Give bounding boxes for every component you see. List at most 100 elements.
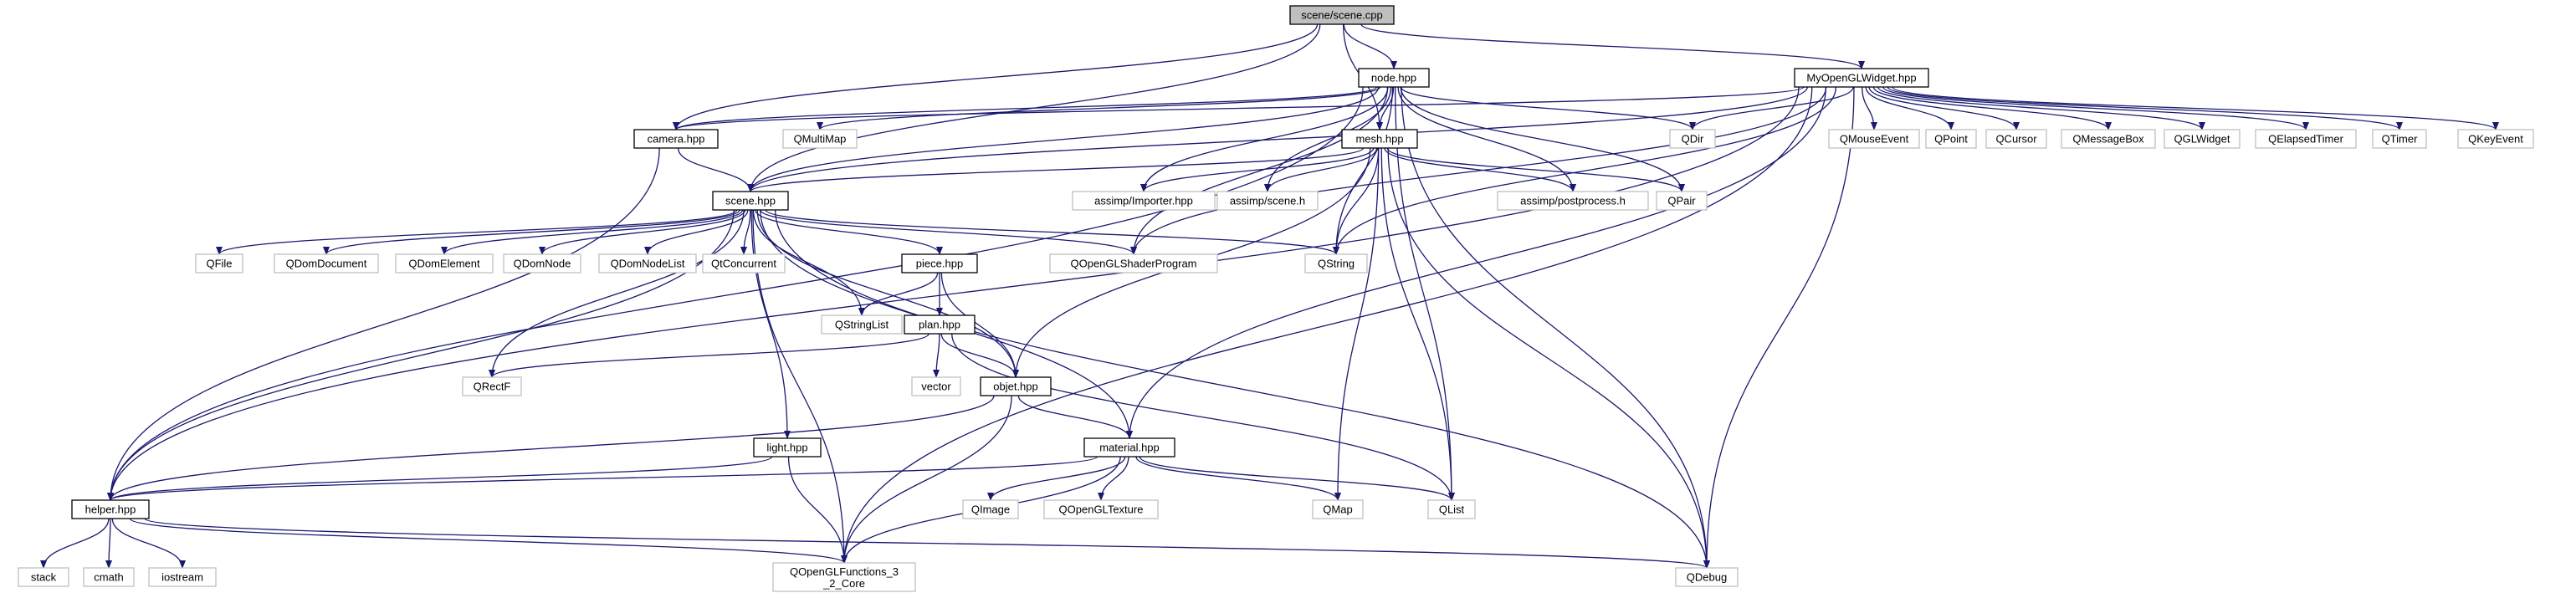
node-QTimer: QTimer	[2372, 129, 2427, 149]
edge-mesh_hpp-to-assimp_scene	[1264, 147, 1378, 192]
node-label-iostream: iostream	[161, 571, 203, 584]
node-label-QMessageBox: QMessageBox	[2072, 133, 2144, 146]
node-label-scene_hpp: scene.hpp	[725, 195, 776, 207]
dependency-nodes: scene/scene.cpp node.hpp MyOpenGLWidget.hp…	[18, 5, 2534, 592]
node-camera_hpp[interactable]: camera.hpp	[633, 129, 719, 149]
edge-node_hpp-to-assimp_post	[1397, 86, 1576, 192]
node-mesh_hpp[interactable]: mesh.hpp	[1341, 129, 1418, 149]
node-label-scene_cpp: scene/scene.cpp	[1301, 9, 1383, 22]
node-QStringList: QStringList	[821, 314, 903, 335]
node-light_hpp[interactable]: light.hpp	[753, 437, 822, 458]
node-label-QGLWidget: QGLWidget	[2174, 133, 2230, 146]
edge-line-mywidget_hpp-to-QGLWidget	[1877, 86, 2205, 130]
node-box-QRectF	[462, 376, 522, 396]
node-label-QDomNodeList: QDomNodeList	[611, 258, 685, 270]
node-label-QMap: QMap	[1323, 504, 1352, 516]
node-box-cmath	[83, 567, 135, 587]
node-box-stack	[18, 567, 69, 587]
edge-line-mesh_hpp-to-QPair	[1386, 147, 1685, 192]
node-box-camera_hpp	[633, 129, 719, 149]
edge-mywidget_hpp-to-QGLWidget	[1877, 86, 2205, 130]
edge-line-scene_hpp-to-QOpenGLFunctions	[752, 209, 848, 564]
edge-line-mywidget_hpp-to-QElapsedTimer	[1882, 86, 2309, 130]
edge-line-mesh_hpp-to-QDebug	[1387, 147, 1710, 569]
edge-material_hpp-to-QOpenGLTexture	[1098, 456, 1129, 501]
edge-line-plan_hpp-to-vector	[933, 333, 940, 378]
node-QOpenGLShaderProgram: QOpenGLShaderProgram	[1049, 253, 1218, 273]
edge-scene_hpp-to-QOpenGLShaderProgram	[760, 209, 1137, 255]
edge-line-scene_hpp-to-QRectF	[489, 209, 745, 378]
node-label-QTimer: QTimer	[2382, 133, 2419, 146]
node-stack: stack	[18, 567, 69, 587]
node-box-QMap	[1312, 499, 1364, 519]
node-material_hpp[interactable]: material.hpp	[1083, 437, 1175, 458]
edge-light_hpp-to-QOpenGLFunctions	[787, 456, 848, 564]
edge-line-mesh_hpp-to-assimp_post	[1384, 147, 1576, 192]
edge-camera_hpp-to-scene_hpp	[677, 147, 754, 192]
node-label-QRectF: QRectF	[474, 381, 511, 393]
edge-line-light_hpp-to-QOpenGLFunctions	[787, 456, 848, 564]
node-label-QStringList: QStringList	[835, 319, 889, 331]
edge-scene_hpp-to-QRectF	[489, 209, 745, 378]
edge-mywidget_hpp-to-QOpenGLFunctions	[841, 86, 1813, 564]
node-QOpenGLTexture: QOpenGLTexture	[1043, 499, 1159, 519]
edge-scene_hpp-to-QDebug	[775, 209, 1710, 569]
node-mywidget_hpp[interactable]: MyOpenGLWidget.hpp	[1794, 68, 1929, 88]
node-QString: QString	[1304, 253, 1368, 273]
node-piece_hpp[interactable]: piece.hpp	[901, 253, 978, 273]
node-helper_hpp[interactable]: helper.hpp	[71, 499, 150, 519]
node-box-QString	[1304, 253, 1368, 273]
node-box-QElapsedTimer	[2255, 129, 2357, 149]
node-box-QDomNodeList	[598, 253, 697, 273]
node-vector: vector	[911, 376, 961, 396]
node-scene_hpp[interactable]: scene.hpp	[712, 191, 789, 211]
node-label-cmath: cmath	[94, 571, 123, 584]
node-label-QCursor: QCursor	[1995, 133, 2037, 146]
edge-line-mywidget_hpp-to-QMouseEvent	[1862, 86, 1877, 130]
edge-mywidget_hpp-to-QElapsedTimer	[1882, 86, 2309, 130]
node-box-QTimer	[2372, 129, 2427, 149]
node-box-node_hpp	[1358, 68, 1430, 88]
edge-scene_hpp-to-QDomElement	[441, 209, 744, 255]
edge-mywidget_hpp-to-QDir	[1689, 86, 1854, 130]
node-label-assimp_scene: assimp/scene.h	[1230, 195, 1305, 207]
node-label-line-QOpenGLFunctions-1: _2_Core	[822, 577, 865, 590]
node-objet_hpp[interactable]: objet.hpp	[980, 376, 1052, 396]
edge-scene_hpp-to-QString	[765, 209, 1339, 255]
node-box-QStringList	[821, 314, 903, 335]
node-label-node_hpp: node.hpp	[1371, 72, 1416, 84]
node-box-iostream	[148, 567, 217, 587]
edge-mywidget_hpp-to-helper_hpp	[107, 86, 1800, 501]
edge-helper_hpp-to-QDebug	[144, 518, 1710, 569]
edge-mywidget_hpp-to-material_hpp	[1126, 86, 1827, 439]
node-label-mywidget_hpp: MyOpenGLWidget.hpp	[1806, 72, 1916, 84]
node-QPair: QPair	[1656, 191, 1708, 211]
edge-line-scene_hpp-to-QtConcurrent	[740, 209, 751, 255]
node-label-assimp_post: assimp/postprocess.h	[1520, 195, 1626, 207]
edge-line-scene_hpp-to-QDomNode	[539, 209, 746, 255]
edge-material_hpp-to-helper_hpp	[107, 456, 1098, 501]
node-QMouseEvent: QMouseEvent	[1828, 129, 1920, 149]
node-box-QImage	[962, 499, 1019, 519]
node-assimp_scene: assimp/scene.h	[1216, 191, 1319, 211]
edge-line-mywidget_hpp-to-QMessageBox	[1872, 86, 2112, 130]
edge-mywidget_hpp-to-QTimer	[1887, 86, 2403, 130]
edge-line-helper_hpp-to-cmath	[105, 518, 113, 569]
edge-material_hpp-to-QMap	[1135, 456, 1341, 501]
edge-node_hpp-to-helper_hpp	[107, 86, 1364, 501]
node-label-QElapsedTimer: QElapsedTimer	[2268, 133, 2343, 146]
node-label-QtConcurrent: QtConcurrent	[711, 258, 776, 270]
node-QRectF: QRectF	[462, 376, 522, 396]
node-node_hpp[interactable]: node.hpp	[1358, 68, 1430, 88]
node-scene_cpp[interactable]: scene/scene.cpp	[1289, 5, 1395, 25]
node-QDomElement: QDomElement	[395, 253, 494, 273]
node-QList: QList	[1427, 499, 1476, 519]
edge-node_hpp-to-camera_hpp	[673, 86, 1378, 130]
edge-mesh_hpp-to-assimp_post	[1384, 147, 1576, 192]
node-label-QFile: QFile	[206, 258, 232, 270]
node-box-vector	[911, 376, 961, 396]
node-QMap: QMap	[1312, 499, 1364, 519]
node-label-QString: QString	[1318, 258, 1355, 270]
node-plan_hpp[interactable]: plan.hpp	[904, 314, 976, 335]
